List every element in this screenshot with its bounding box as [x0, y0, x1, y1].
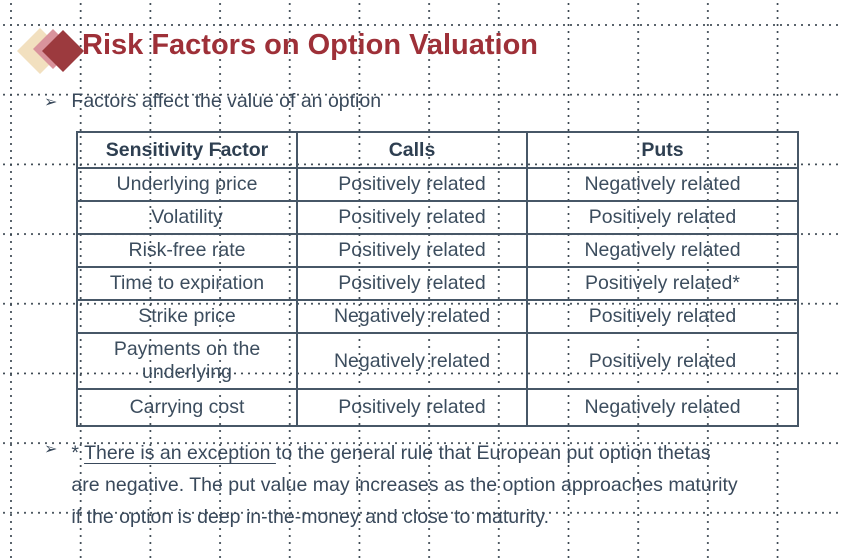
column-header-sensitivity-factor: Sensitivity Factor	[76, 131, 298, 169]
table-cell: Negatively related	[526, 167, 799, 202]
table-cell: Underlying price	[76, 167, 298, 202]
page-title: Risk Factors on Option Valuation	[82, 29, 538, 61]
table-row: Time to expiration Positively related Po…	[76, 266, 799, 301]
footnote-text: * There is an exception to the general r…	[71, 437, 737, 533]
diamond-front	[42, 30, 84, 72]
table-cell: Strike price	[76, 299, 298, 334]
table-row: Payments on the underlying Negatively re…	[76, 332, 799, 390]
table-cell: Positively related*	[526, 266, 799, 301]
column-header-calls: Calls	[296, 131, 528, 169]
table-cell: Volatility	[76, 200, 298, 235]
arrow-bullet-icon: ➢	[44, 94, 58, 111]
table-header-row: Sensitivity Factor Calls Puts	[76, 131, 799, 169]
bullet-factors: ➢ Factors affect the value of an option	[44, 90, 381, 115]
footnote-underlined-phrase: There is an exception	[84, 442, 276, 464]
arrow-bullet-icon: ➢	[44, 441, 58, 458]
table-cell: Time to expiration	[76, 266, 298, 301]
table-row: Strike price Negatively related Positive…	[76, 299, 799, 334]
overlapping-diamonds-icon	[17, 28, 84, 74]
table-cell: Positively related	[526, 200, 799, 235]
table-cell: Positively related	[296, 388, 528, 427]
table-cell: Positively related	[296, 200, 528, 235]
table-row: Underlying price Positively related Nega…	[76, 167, 799, 202]
table-cell: Negatively related	[296, 299, 528, 334]
table-cell: Payments on the underlying	[76, 332, 298, 390]
table-row: Risk-free rate Positively related Negati…	[76, 233, 799, 268]
table-cell: Positively related	[526, 332, 799, 390]
table-cell: Negatively related	[526, 388, 799, 427]
table-cell: Negatively related	[296, 332, 528, 390]
table-row: Volatility Positively related Positively…	[76, 200, 799, 235]
table-cell: Positively related	[296, 266, 528, 301]
footnote-line-1: * There is an exception to the general r…	[71, 437, 737, 469]
table-cell: Carrying cost	[76, 388, 298, 427]
table-cell: Positively related	[296, 233, 528, 268]
table-cell: Negatively related	[526, 233, 799, 268]
column-header-puts: Puts	[526, 131, 799, 169]
footnote-line-2: are negative. The put value may increase…	[71, 474, 738, 496]
footnote-asterisk: *	[71, 442, 85, 464]
footnote-line-3: if the option is deep in-the-money and c…	[71, 506, 550, 528]
table-cell: Positively related	[296, 167, 528, 202]
bullet-factors-text: Factors affect the value of an option	[71, 90, 382, 112]
table-row: Carrying cost Positively related Negativ…	[76, 388, 799, 427]
bullet-footnote: ➢ * There is an exception to the general…	[44, 437, 824, 533]
footnote-line-1-rest: to the general rule that European put op…	[275, 442, 711, 464]
sensitivity-table: Sensitivity Factor Calls Puts Underlying…	[76, 131, 799, 427]
table-cell: Positively related	[526, 299, 799, 334]
table-cell: Risk-free rate	[76, 233, 298, 268]
